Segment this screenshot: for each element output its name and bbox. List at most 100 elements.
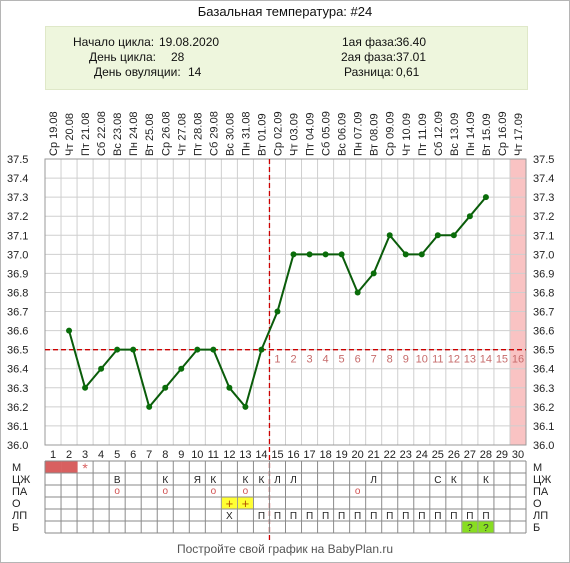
temperature-point — [178, 365, 185, 372]
y-tick-label-left: 37.3 — [7, 192, 28, 204]
day-number: 19 — [335, 449, 347, 461]
y-tick-label-left: 37.4 — [7, 173, 28, 185]
ovulation-day-label: День овуляции: — [94, 65, 181, 79]
lp-mark: П — [402, 511, 409, 522]
date-label: Сб 12.09 — [433, 111, 445, 156]
table-row-label-right: Б — [533, 522, 540, 534]
cervical-fluid-mark: Л — [370, 475, 377, 486]
date-label: Чт 20.08 — [64, 113, 76, 156]
temperature-point — [194, 346, 201, 353]
intercourse-mark: o — [243, 486, 249, 497]
y-tick-label-left: 36.8 — [7, 287, 28, 299]
luteal-day-label: 14 — [480, 354, 492, 366]
date-label: Пт 21.08 — [80, 112, 92, 156]
day-number: 4 — [98, 449, 104, 461]
cervical-fluid-mark: К — [162, 475, 168, 486]
ovulation-test-cell — [221, 497, 237, 509]
day-number: 22 — [384, 449, 396, 461]
temperature-point — [482, 194, 489, 201]
table-row-label-left: ПА — [12, 486, 28, 498]
temperature-point — [130, 346, 137, 353]
table-row-label-left: О — [12, 498, 21, 510]
luteal-day-label: 1 — [274, 354, 280, 366]
temperature-point — [82, 384, 89, 391]
day-number: 10 — [191, 449, 203, 461]
ovulation-day-value: 14 — [188, 65, 202, 79]
y-tick-label-right: 37.1 — [533, 230, 554, 242]
temperature-point — [66, 327, 73, 334]
y-tick-label-right: 36.3 — [533, 383, 554, 395]
temperature-point — [322, 251, 329, 258]
date-label: Пт 04.09 — [305, 112, 317, 156]
y-tick-label-right: 37.0 — [533, 249, 554, 261]
temperature-point — [466, 213, 473, 220]
intercourse-mark: o — [162, 486, 168, 497]
lp-mark: П — [290, 511, 297, 522]
y-tick-label-right: 37.5 — [533, 154, 554, 166]
day-number: 28 — [480, 449, 492, 461]
y-tick-label-left: 37.2 — [7, 211, 28, 223]
table-row-label-left: ЦЖ — [12, 474, 30, 486]
day-number: 25 — [432, 449, 444, 461]
cervical-fluid-mark: К — [259, 475, 265, 486]
temperature-point — [450, 232, 457, 239]
cycle-day-value: 28 — [171, 50, 185, 64]
y-tick-label-right: 37.3 — [533, 192, 554, 204]
lp-mark: П — [322, 511, 329, 522]
y-tick-label-right: 36.0 — [533, 440, 554, 452]
y-tick-label-right: 36.7 — [533, 307, 554, 319]
cervical-fluid-mark: Я — [194, 475, 201, 486]
diff-value: 0,61 — [396, 65, 420, 79]
y-tick-label-right: 36.4 — [533, 364, 554, 376]
luteal-day-label: 10 — [416, 354, 428, 366]
temperature-point — [98, 365, 105, 372]
day-number: 1 — [50, 449, 56, 461]
y-tick-label-left: 37.0 — [7, 249, 28, 261]
y-tick-label-left: 36.0 — [7, 440, 28, 452]
luteal-day-label: 13 — [464, 354, 476, 366]
date-label: Пн 24.08 — [128, 111, 140, 156]
pregnancy-test-mark: ? — [483, 523, 489, 534]
temperature-point — [226, 384, 233, 391]
day-number: 18 — [319, 449, 331, 461]
luteal-day-label: 16 — [512, 354, 524, 366]
y-tick-label-right: 37.4 — [533, 173, 554, 185]
info-panel: Начало цикла: 19.08.2020 День цикла: 28 … — [45, 26, 528, 90]
temperature-point — [242, 403, 249, 410]
day-number: 2 — [66, 449, 72, 461]
date-label: Пн 14.09 — [465, 111, 477, 156]
phase1-value: 36.40 — [396, 35, 427, 49]
date-label: Ср 26.08 — [160, 111, 172, 156]
lp-mark: П — [274, 511, 281, 522]
lp-mark: П — [258, 511, 265, 522]
date-label: Вт 25.08 — [144, 113, 156, 156]
temperature-point — [418, 251, 425, 258]
y-tick-label-left: 36.9 — [7, 268, 28, 280]
day-number: 20 — [352, 449, 364, 461]
table-row-label-right: О — [533, 498, 542, 510]
y-tick-label-right: 37.2 — [533, 211, 554, 223]
table-row-label-right: ЛП — [533, 510, 548, 522]
ovulation-test-mark: + — [226, 496, 234, 511]
day-number: 15 — [271, 449, 283, 461]
temperature-point — [338, 251, 345, 258]
date-label: Вс 23.08 — [112, 113, 124, 156]
luteal-day-label: 5 — [339, 354, 345, 366]
chart-title: Базальная температура: #24 — [197, 4, 373, 19]
y-tick-label-right: 36.9 — [533, 268, 554, 280]
date-label: Сб 29.08 — [208, 111, 220, 156]
luteal-day-label: 8 — [387, 354, 393, 366]
day-number: 17 — [303, 449, 315, 461]
lp-mark: Х — [226, 511, 233, 522]
footer-text: Постройте свой график на BabyPlan.ru — [176, 542, 394, 556]
date-label: Вт 08.09 — [369, 113, 381, 156]
temperature-point — [162, 384, 169, 391]
intercourse-mark: o — [355, 486, 361, 497]
y-tick-label-right: 36.8 — [533, 287, 554, 299]
day-number: 30 — [512, 449, 524, 461]
y-tick-label-right: 36.1 — [533, 421, 554, 433]
plot-border — [44, 158, 527, 446]
cervical-fluid-mark: С — [434, 475, 441, 486]
intercourse-mark: o — [211, 486, 217, 497]
day-number: 12 — [223, 449, 235, 461]
